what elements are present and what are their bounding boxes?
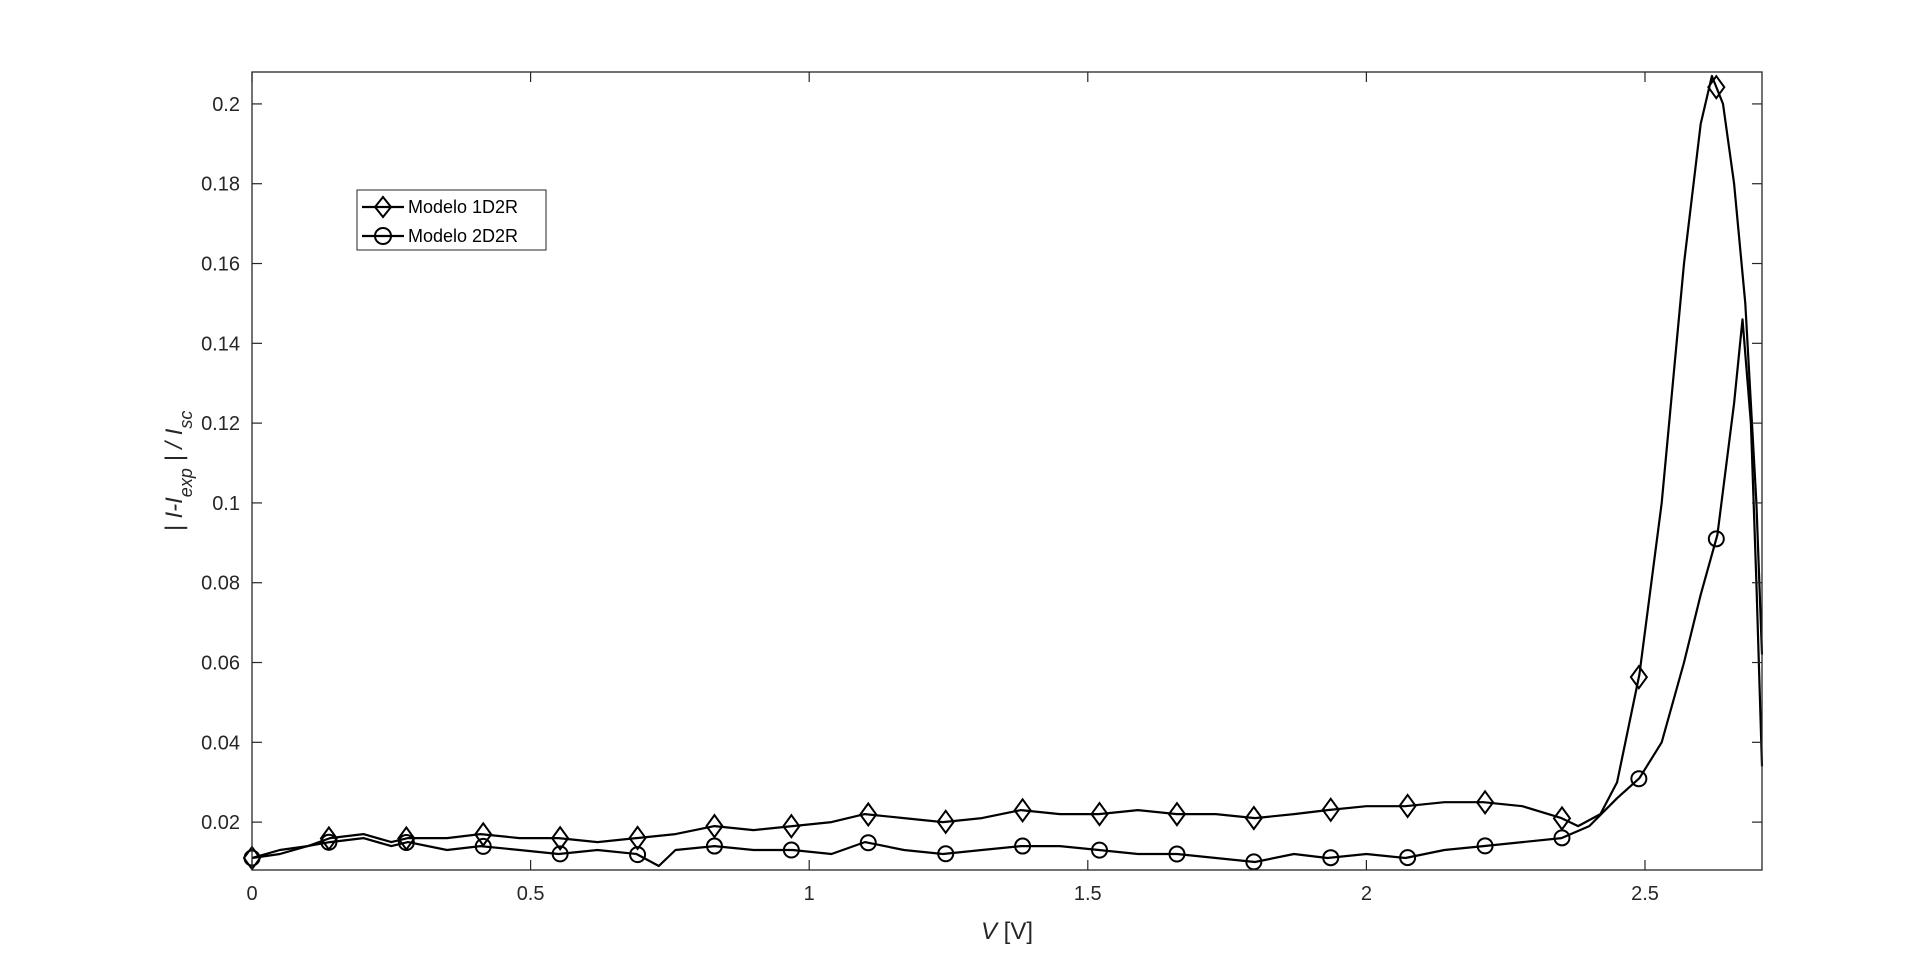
data-point-diamond (1090, 801, 1109, 827)
y-axis-label: | I-Iexp | / Isc (161, 411, 196, 532)
legend-marker-circle (374, 227, 392, 245)
data-point-circle (1399, 849, 1417, 867)
series-line-0 (251, 74, 1764, 860)
y-tick-label: 0.04 (201, 732, 240, 754)
y-tick-label: 0.02 (201, 812, 240, 834)
x-tick-label: 2.5 (1631, 883, 1659, 905)
y-tick-label: 0.1 (212, 493, 240, 515)
data-point-circle (320, 833, 338, 851)
y-axis-sub2: sc (176, 411, 196, 429)
data-point-diamond (1475, 789, 1495, 816)
data-point-circle (551, 845, 569, 863)
y-tick-label: 0.08 (201, 573, 240, 595)
x-tick-label: 1.5 (1074, 883, 1102, 905)
x-tick-label: 2 (1361, 883, 1372, 905)
data-point-diamond (1629, 664, 1649, 690)
data-point-diamond (1321, 797, 1340, 823)
data-point-circle (1476, 837, 1494, 855)
x-axis-label: V [V] (981, 918, 1033, 945)
data-point-diamond (1398, 793, 1417, 819)
data-point-circle (1322, 849, 1340, 867)
x-tick-label: 0 (246, 883, 257, 905)
legend-label-1d2r: Modelo 1D2R (408, 197, 518, 217)
data-point-circle (1090, 841, 1108, 859)
series-line-1 (251, 318, 1764, 868)
data-point-diamond (628, 825, 647, 851)
y-tick-label: 0.06 (201, 653, 240, 675)
y-axis-part2: | / I (161, 428, 188, 468)
legend-label-2d2r: Modelo 2D2R (408, 226, 518, 246)
y-tick-label: 0.16 (201, 254, 240, 276)
data-point-diamond (859, 801, 878, 828)
legend-marker-diamond (373, 195, 393, 219)
x-axis-unit: [V] (997, 918, 1033, 945)
data-point-circle (1168, 845, 1186, 863)
legend: Modelo 1D2R Modelo 2D2R (356, 189, 547, 251)
data-point-circle (1707, 530, 1725, 548)
y-axis-sub1: exp (176, 468, 196, 497)
x-tick-label: 0.5 (517, 883, 545, 905)
data-point-circle (397, 833, 415, 851)
x-axis-var: V (981, 918, 999, 945)
y-tick-label: 0.18 (201, 174, 240, 196)
data-point-circle (1630, 770, 1648, 788)
x-tick-label: 1 (804, 883, 815, 905)
legend-box (356, 189, 547, 251)
data-point-circle (1014, 837, 1032, 855)
plot-frame (251, 71, 1763, 871)
data-point-diamond (1167, 801, 1187, 827)
data-point-diamond (782, 813, 801, 839)
data-point-diamond (550, 825, 570, 851)
data-point-circle (1553, 829, 1571, 847)
data-point-diamond (705, 813, 724, 839)
data-point-circle (629, 846, 647, 864)
y-tick-label: 0.2 (212, 94, 240, 116)
data-point-circle (705, 837, 723, 855)
y-tick-label: 0.14 (201, 333, 240, 355)
data-point-circle (859, 834, 877, 852)
data-point-diamond (1707, 74, 1726, 100)
data-point-circle (937, 845, 955, 863)
data-point-diamond (1244, 805, 1264, 831)
data-point-circle (782, 841, 800, 859)
series-layer (242, 74, 1764, 871)
data-point-circle (474, 837, 492, 855)
y-axis-part1: | I-I (161, 497, 188, 532)
y-tick-label: 0.12 (201, 413, 240, 435)
data-point-diamond (936, 809, 955, 835)
data-point-diamond (1013, 797, 1032, 824)
ticks-layer: 0 0.5 1 1.5 2 2.5 0.02 0.04 0.06 0.08 0.1 0.12 0.14 0… (201, 72, 1762, 905)
